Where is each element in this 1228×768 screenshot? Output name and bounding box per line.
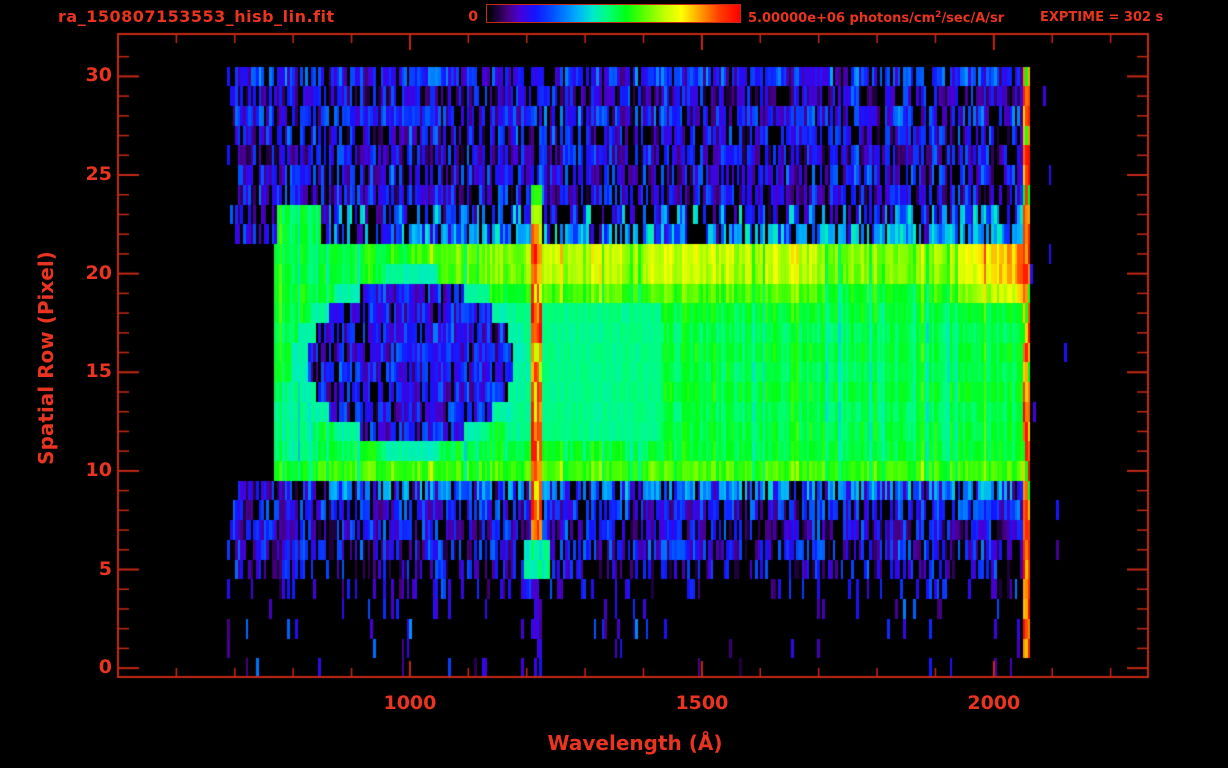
- y-tick-label: 10: [85, 458, 112, 481]
- y-tick-label: 25: [85, 163, 112, 186]
- colorbar-units-pre: photons/cm: [845, 11, 936, 26]
- x-tick-label: 1000: [383, 692, 437, 714]
- colorbar-min-label: 0: [468, 9, 478, 25]
- colorbar-max-value: 5.00000e+06: [748, 11, 846, 26]
- y-tick-label: 5: [98, 557, 112, 580]
- colorbar: [486, 4, 741, 23]
- file-title: ra_150807153553_hisb_lin.fit: [58, 7, 335, 26]
- y-axis-title: Spatial Row (Pixel): [34, 251, 58, 465]
- colorbar-units-superscript: 2: [935, 10, 942, 20]
- x-tick-label: 1500: [675, 692, 729, 714]
- x-tick-label: 2000: [967, 692, 1021, 714]
- y-tick-label: 20: [85, 261, 112, 284]
- y-tick-label: 30: [85, 64, 112, 87]
- y-tick-label: 0: [98, 656, 112, 679]
- y-tick-label: 15: [85, 360, 112, 383]
- exptime-label: EXPTIME = 302 s: [1040, 10, 1164, 25]
- colorbar-units-post: /sec/A/sr: [941, 11, 1005, 26]
- x-axis-title: Wavelength (Å): [547, 731, 723, 755]
- colorbar-max-label: 5.00000e+06 photons/cm2/sec/A/sr: [748, 10, 1004, 26]
